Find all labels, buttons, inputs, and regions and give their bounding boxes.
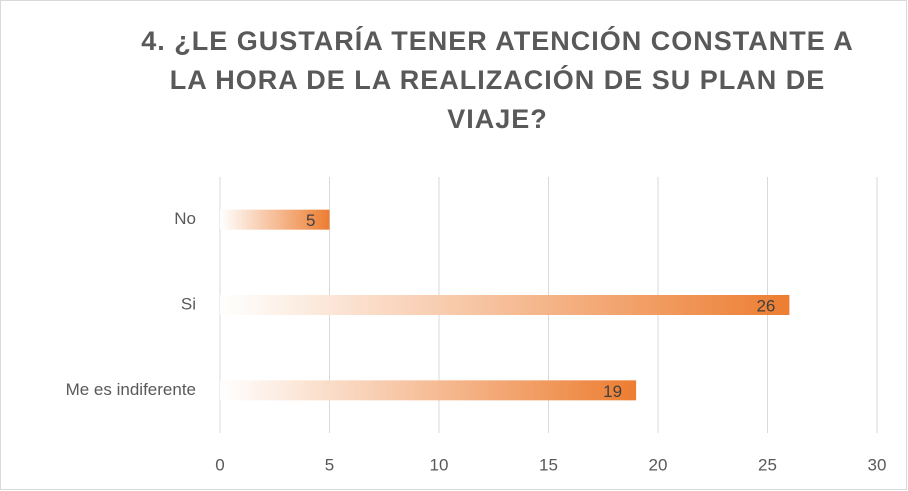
x-tick-label: 0 xyxy=(215,455,224,474)
x-tick-label: 30 xyxy=(868,455,887,474)
y-tick-label: Si xyxy=(181,294,196,313)
y-tick-label: Me es indiferente xyxy=(66,380,196,399)
bar xyxy=(220,380,637,401)
x-tick-label: 10 xyxy=(430,455,449,474)
data-label: 19 xyxy=(603,382,622,401)
x-tick-label: 15 xyxy=(539,455,558,474)
x-tick-label: 25 xyxy=(758,455,777,474)
data-label: 5 xyxy=(306,211,315,230)
x-tick-label: 20 xyxy=(649,455,668,474)
bar xyxy=(220,209,330,230)
x-tick-label: 5 xyxy=(325,455,334,474)
data-label: 26 xyxy=(756,296,775,315)
y-tick-label: No xyxy=(174,209,196,228)
bar xyxy=(220,295,790,315)
chart-title: 4. ¿LE GUSTARÍA TENER ATENCIÓN CONSTANTE… xyxy=(141,26,854,134)
